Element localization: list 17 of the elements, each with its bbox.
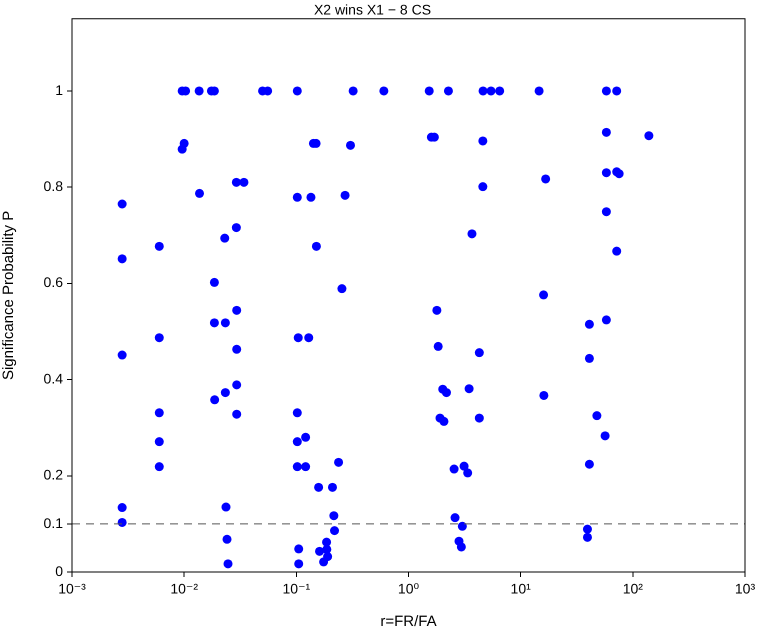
y-axis-title: Significance Probability P <box>0 210 18 380</box>
x-tick-label: 10² <box>622 580 644 596</box>
chart-title: X2 wins X1 − 8 CS <box>314 1 432 18</box>
y-tick-label: 0.1 <box>44 514 64 531</box>
x-tick-label: 10⁻³ <box>58 580 86 596</box>
y-tick-label: 0 <box>55 562 64 579</box>
x-tick-label: 10⁻² <box>170 580 198 596</box>
y-tick-label: 1 <box>55 82 64 98</box>
x-tick-label: 10¹ <box>510 580 532 596</box>
x-tick-label: 10⁰ <box>398 580 420 596</box>
x-tick-label: 10³ <box>734 580 756 596</box>
y-tick-label: 0.4 <box>44 370 64 386</box>
x-axis-title: r=FR/FA <box>380 613 437 630</box>
y-tick-label: 0.8 <box>44 178 64 194</box>
x-tick-label: 10⁻¹ <box>282 580 310 596</box>
y-tick-label: 0.2 <box>44 466 64 483</box>
y-tick-label: 0.6 <box>44 274 64 290</box>
